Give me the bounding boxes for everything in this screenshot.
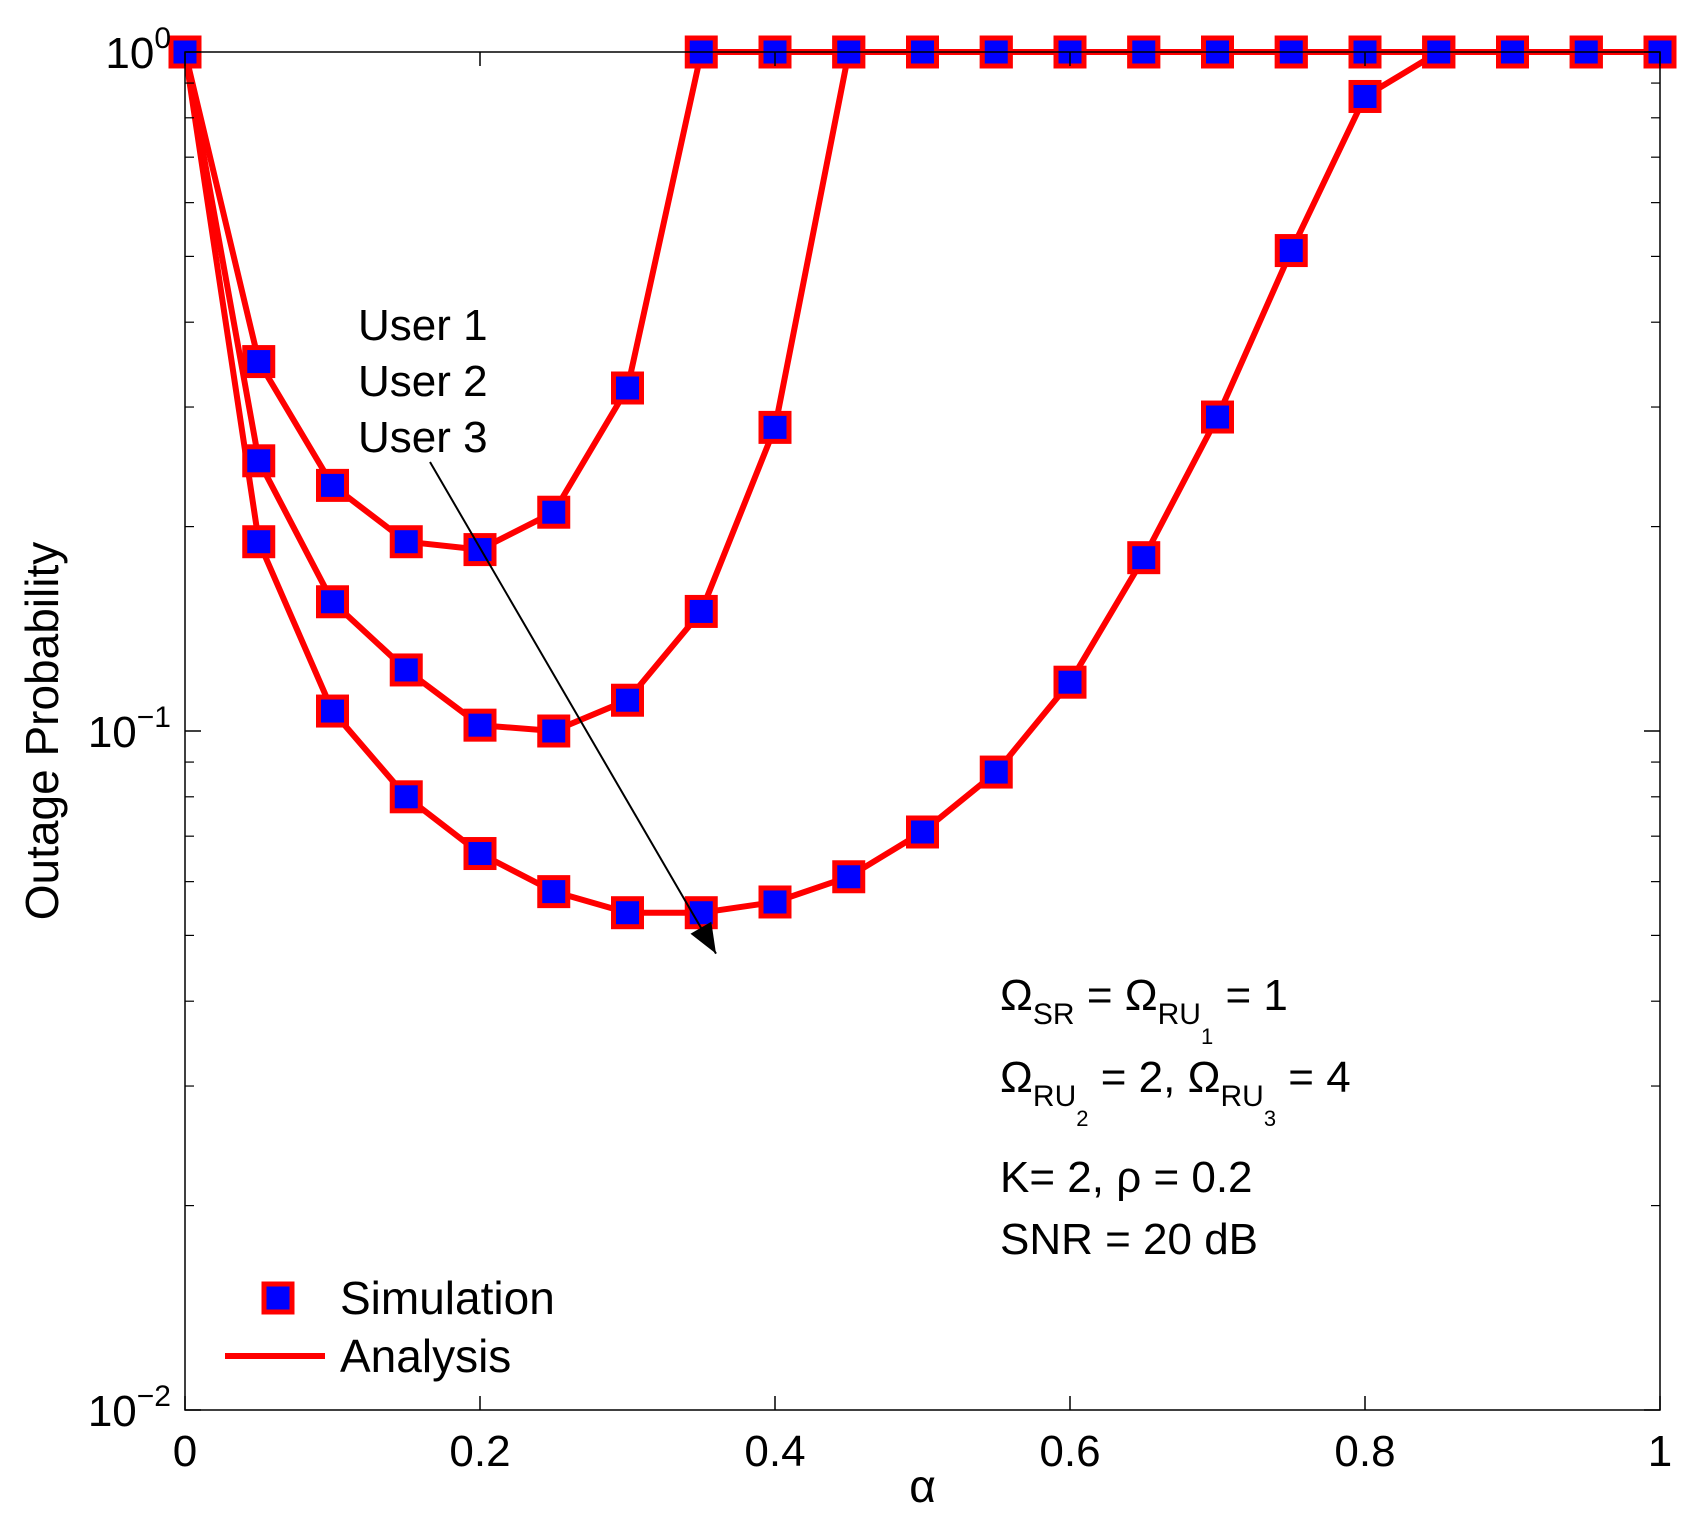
data-marker-user-3	[611, 896, 644, 930]
user-label: User 1	[358, 301, 488, 350]
data-marker-user-3	[316, 694, 349, 728]
annotation-arrow-shaft	[429, 461, 717, 955]
y-axis-title: Outage Probability	[16, 542, 68, 920]
data-marker-user-1	[389, 525, 423, 559]
y-tick-label: 100	[105, 22, 171, 78]
x-tick-label: 0.8	[1334, 1427, 1395, 1476]
axes	[184, 51, 1661, 1411]
y-tick-label: 10−1	[88, 701, 171, 757]
tick-labels: 0 0.2 0.4 0.6 0.8 1 100 10−1 10−2	[88, 22, 1672, 1476]
data-marker-user-1	[611, 371, 644, 405]
data-marker-user-3	[537, 875, 571, 909]
data-marker-user-3	[758, 885, 792, 919]
x-tick-label: 0.4	[744, 1427, 805, 1476]
data-marker-user-3	[832, 860, 866, 894]
legend-label: Analysis	[340, 1330, 511, 1382]
data-marker-user-3	[389, 780, 423, 814]
data-marker-user-3	[242, 525, 276, 559]
data-marker-user-2	[537, 714, 571, 748]
data-marker-user-2	[463, 708, 497, 742]
x-tick-label: 0.6	[1039, 1427, 1100, 1476]
parameter-line: SNR = 20 dB	[1000, 1215, 1258, 1264]
parameter-line: K= 2, ρ = 0.2	[1000, 1153, 1253, 1202]
data-marker-user-3	[1348, 79, 1382, 113]
data-marker-user-3	[1201, 400, 1234, 434]
user-label: User 3	[358, 413, 488, 462]
legend-label: Simulation	[340, 1272, 555, 1324]
data-marker-user-3	[979, 755, 1013, 789]
data-marker-user-1	[316, 468, 349, 502]
data-marker-user-3	[906, 815, 939, 849]
x-tick-label: 1	[1648, 1427, 1672, 1476]
x-axis-title: α	[909, 1460, 936, 1512]
parameter-line: ΩSR = ΩRU1 = 1	[1000, 971, 1288, 1049]
data-marker-user-3	[463, 837, 497, 871]
data-marker-user-3	[1274, 234, 1308, 268]
data-marker-user-3	[1127, 541, 1161, 575]
parameter-line: ΩRU2 = 2, ΩRU3 = 4	[1000, 1053, 1351, 1131]
annotation-arrow-head	[690, 921, 716, 954]
legend-marker-simulation	[261, 1281, 295, 1315]
data-marker-user-1	[537, 495, 571, 529]
data-marker-user-2	[242, 444, 276, 478]
data-marker-user-2	[316, 585, 349, 619]
data-marker-user-2	[389, 653, 423, 687]
data-marker-user-2	[758, 410, 792, 444]
user-label: User 2	[358, 357, 488, 406]
data-marker-user-1	[242, 345, 276, 379]
x-tick-label: 0	[173, 1427, 197, 1476]
data-marker-user-3	[1053, 665, 1087, 699]
y-tick-label: 10−2	[88, 1380, 171, 1436]
data-marker-user-2	[611, 683, 644, 717]
x-tick-label: 0.2	[449, 1427, 510, 1476]
legend: Simulation Analysis	[225, 1272, 555, 1382]
data-marker-user-2	[684, 594, 718, 628]
